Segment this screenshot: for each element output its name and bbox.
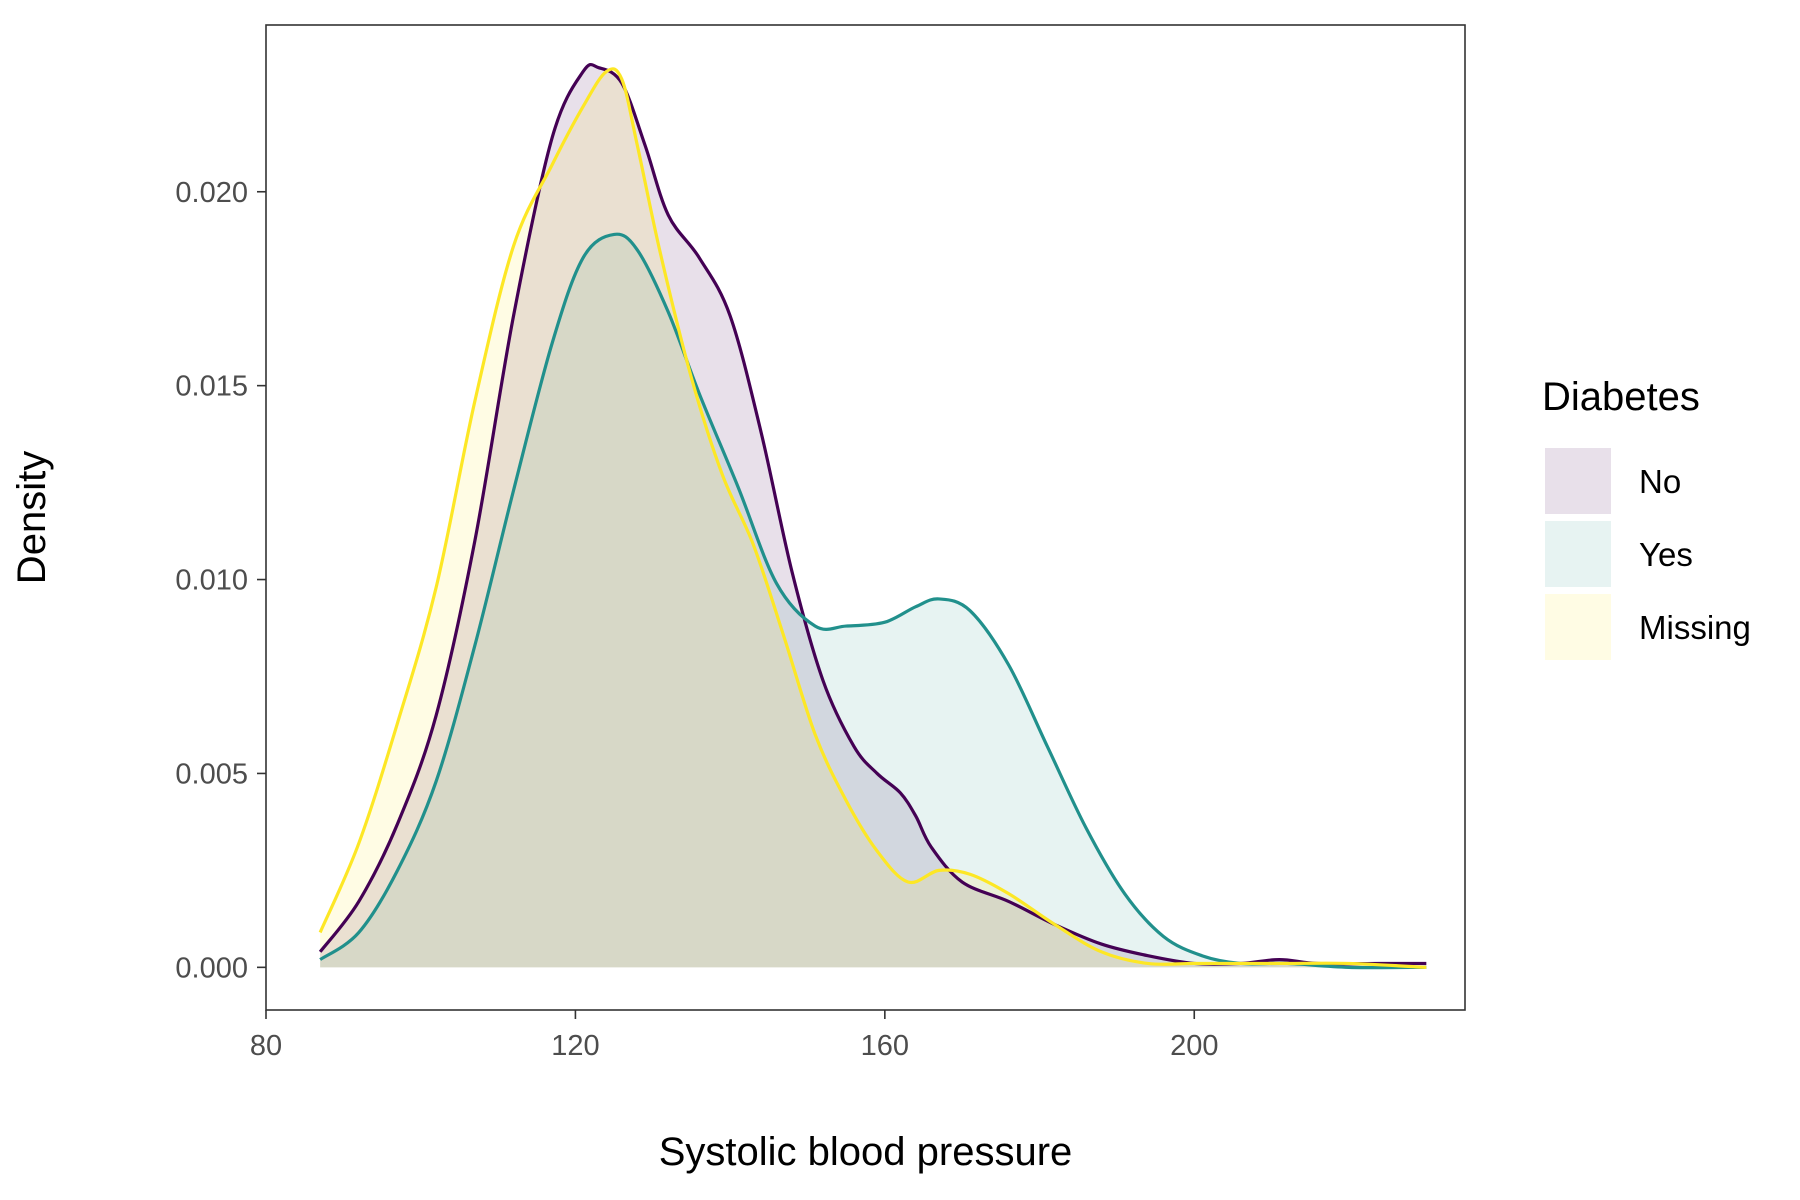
y-axis: 0.000 0.005 0.010 0.015 0.020 bbox=[175, 177, 266, 984]
x-axis: 80 120 160 200 bbox=[250, 1010, 1218, 1062]
y-tick-label: 0.010 bbox=[175, 565, 248, 597]
density-line-no bbox=[318, 62, 1427, 966]
legend-label-no: No bbox=[1639, 463, 1681, 500]
x-tick-label: 120 bbox=[551, 1030, 599, 1062]
legend: Diabetes No Yes Missing bbox=[1542, 375, 1751, 660]
density-area-missing bbox=[320, 68, 1427, 968]
legend-label-missing: Missing bbox=[1639, 609, 1751, 646]
y-tick-label: 0.020 bbox=[175, 177, 248, 209]
y-tick-label: 0.005 bbox=[175, 758, 248, 790]
legend-key-no bbox=[1545, 448, 1611, 514]
panel-border bbox=[265, 24, 1466, 1011]
legend-key-yes bbox=[1545, 521, 1611, 587]
density-line-yes bbox=[319, 232, 1427, 970]
density-line-missing bbox=[318, 67, 1427, 969]
legend-key-missing bbox=[1545, 594, 1611, 660]
legend-label-yes: Yes bbox=[1639, 536, 1693, 573]
y-axis-title: Density bbox=[10, 451, 54, 584]
x-tick-label: 160 bbox=[861, 1030, 909, 1062]
density-area-yes bbox=[320, 234, 1427, 968]
plot-panel bbox=[265, 24, 1466, 1011]
x-axis-title: Systolic blood pressure bbox=[659, 1130, 1073, 1174]
density-area-no bbox=[320, 64, 1427, 968]
y-tick-label: 0.000 bbox=[175, 952, 248, 984]
x-tick-label: 80 bbox=[250, 1030, 282, 1062]
legend-title: Diabetes bbox=[1542, 375, 1700, 419]
y-tick-label: 0.015 bbox=[175, 371, 248, 403]
x-tick-label: 200 bbox=[1170, 1030, 1218, 1062]
